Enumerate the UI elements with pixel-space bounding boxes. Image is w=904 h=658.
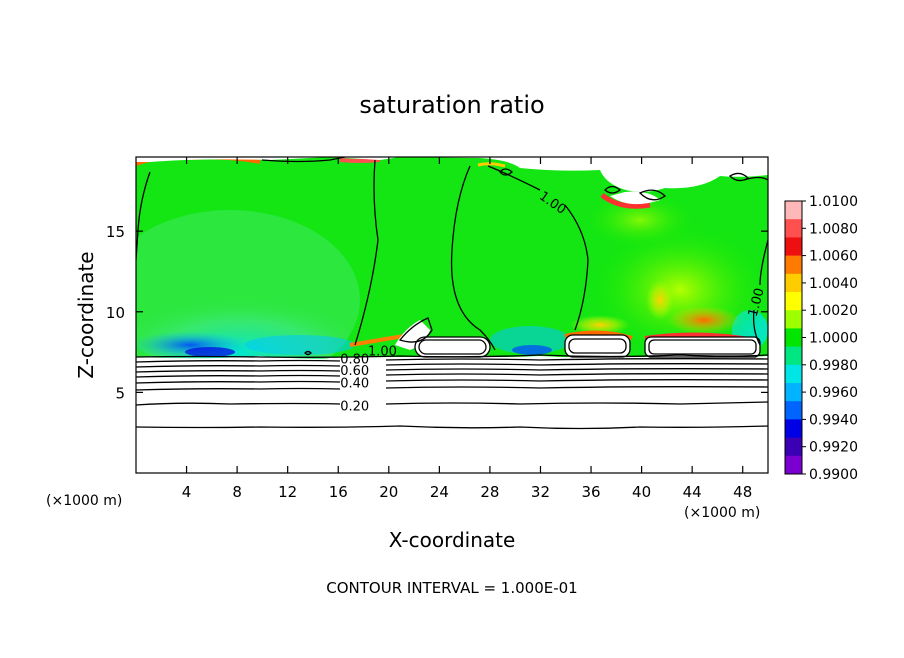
colorbar-swatch (785, 401, 802, 420)
colorbar-swatch (785, 201, 802, 220)
contour-label: 0.80 (340, 353, 369, 368)
colorbar-tick-label: 0.9960 (809, 385, 858, 401)
y-tick-label: 15 (106, 223, 125, 241)
y-tick-label: 5 (115, 384, 125, 402)
x-units-right: (×1000 m) (684, 505, 760, 521)
contour-label: 1.00 (368, 344, 397, 359)
contour-label: 0.60 (340, 364, 369, 379)
x-tick-label: 40 (632, 483, 651, 501)
colorbar-tick-label: 1.0040 (809, 276, 858, 292)
colorbar-swatch (785, 455, 802, 475)
colorbar-swatch (785, 273, 802, 293)
x-tick-label: 48 (733, 483, 752, 501)
colorbar-swatch (785, 364, 802, 384)
x-tick-label: 28 (480, 483, 499, 501)
x-tick-label: 44 (683, 483, 702, 501)
x-axis: 4 8 12 16 20 24 28 32 36 40 44 48 (182, 157, 752, 501)
colorbar-swatch (785, 292, 802, 311)
colorbar-swatch (785, 310, 802, 329)
colorbar-tick-label: 0.9920 (809, 440, 858, 456)
x-tick-label: 8 (232, 483, 242, 501)
contour-label: 0.20 (340, 399, 369, 414)
colorbar-swatch (785, 346, 802, 366)
x-tick-label: 32 (531, 483, 550, 501)
colorbar: 1.0100 1.0080 1.0060 1.0040 1.0020 1.0000 0.99… (784, 194, 858, 483)
y-axis-label: Z-coordinate (74, 251, 98, 378)
x-tick-label: 12 (278, 483, 297, 501)
contour-label: 0.40 (340, 377, 369, 392)
y-axis: 5 10 15 (106, 223, 768, 402)
colorbar-tick-label: 1.0100 (809, 194, 858, 210)
colorbar-tick-label: 0.9980 (809, 358, 858, 374)
colorbar-swatch (785, 219, 802, 238)
contour-label: 1.00 (746, 287, 768, 319)
x-tick-label: 20 (379, 483, 398, 501)
contour-lines (136, 157, 768, 430)
plot-frame (135, 156, 769, 474)
colorbar-tick-label: 1.0080 (809, 221, 858, 237)
colorbar-tick-label: 0.9900 (809, 467, 858, 483)
x-units-left: (×1000 m) (46, 493, 122, 509)
x-tick-label: 4 (182, 483, 192, 501)
colorbar-tick-label: 0.9940 (809, 412, 858, 428)
colorbar-swatch (785, 437, 802, 457)
colorbar-swatch (785, 419, 802, 439)
colorbar-swatch (785, 237, 802, 257)
x-tick-label: 24 (430, 483, 449, 501)
saturation-field (136, 157, 768, 473)
colorbar-tick-label: 1.0000 (809, 331, 858, 347)
x-tick-label: 36 (581, 483, 600, 501)
y-tick-label: 10 (106, 304, 125, 322)
chart-title: saturation ratio (359, 91, 544, 119)
colorbar-swatch (785, 328, 802, 348)
colorbar-tick-label: 1.0020 (809, 303, 858, 319)
x-tick-label: 16 (329, 483, 348, 501)
colorbar-swatch (785, 255, 802, 275)
colorbar-tick-label: 1.0060 (809, 249, 858, 265)
colorbar-swatch (785, 383, 802, 402)
x-axis-label: X-coordinate (389, 528, 516, 552)
contour-interval-note: CONTOUR INTERVAL = 1.000E-01 (326, 579, 577, 597)
